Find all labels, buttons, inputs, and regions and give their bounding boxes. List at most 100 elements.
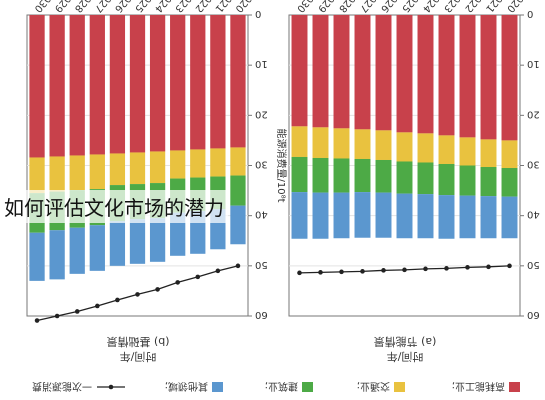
bar-交通业-2025	[396, 132, 413, 162]
bar-高耗能工业-2027	[89, 15, 105, 155]
line-point-2024	[155, 287, 160, 292]
y-tick-label: 60	[527, 309, 540, 320]
bar-交通业-2022	[459, 137, 476, 166]
y-tick-label: 30	[527, 159, 540, 170]
bar-建筑业-2021	[480, 167, 497, 197]
bar-高耗能工业-2022	[459, 15, 476, 138]
y-tick-label: 0	[255, 8, 261, 19]
bar-建筑业-2023	[438, 163, 455, 196]
bar-高耗能工业-2023	[438, 15, 455, 136]
bar-交通业-2027	[89, 154, 105, 190]
legend-label: 交通业;	[357, 380, 390, 393]
figure-rotated: 0102030405060能源消费量/10⁸t20202021202220232…	[26, 0, 540, 393]
line-point-2022	[465, 265, 470, 270]
panel-1: 0102030405060能源消费量/10⁸t20202021202220232…	[288, 0, 540, 320]
bar-交通业-2027	[354, 129, 371, 159]
bar-交通业-2029	[49, 156, 65, 192]
line-point-2020	[507, 263, 512, 269]
bar-其他领域-2024	[417, 194, 434, 239]
legend-label: 一次能源消费	[32, 380, 92, 393]
legend-marker	[108, 384, 114, 390]
x-axis-label: 时间/年	[120, 350, 157, 364]
bar-高耗能工业-2027	[354, 15, 371, 130]
y-tick-label: 50	[255, 259, 268, 270]
legend-swatch	[302, 382, 313, 392]
bar-高耗能工业-2028	[333, 15, 350, 129]
bar-建筑业-2024	[417, 162, 434, 195]
line-point-2029	[318, 270, 323, 275]
line-point-2023	[444, 266, 449, 271]
legend-swatch	[212, 382, 223, 392]
bar-高耗能工业-2028	[69, 15, 85, 156]
y-axis-label: 能源消费量/10⁸t	[275, 128, 288, 202]
line-point-2026	[115, 297, 120, 303]
bar-建筑业-2020	[501, 168, 518, 197]
y-tick-label: 10	[255, 58, 268, 69]
bar-交通业-2030	[29, 157, 45, 194]
line-point-2028	[339, 269, 344, 275]
y-tick-label: 0	[527, 8, 533, 19]
bar-交通业-2024	[149, 151, 166, 184]
bar-高耗能工业-2026	[375, 15, 392, 131]
x-axis-label: 时间/年	[387, 350, 424, 364]
bar-交通业-2023	[438, 135, 455, 164]
bar-高耗能工业-2024	[417, 15, 434, 134]
line-point-2027	[95, 303, 100, 309]
line-point-2024	[423, 266, 428, 272]
bar-交通业-2022	[190, 149, 206, 178]
line-point-2025	[402, 267, 407, 273]
y-tick-label: 50	[527, 259, 540, 270]
bar-交通业-2021	[210, 148, 226, 177]
line-point-2026	[381, 268, 386, 273]
bar-高耗能工业-2024	[149, 15, 166, 152]
legend-label: 其他领域;	[165, 380, 208, 393]
bar-交通业-2030	[291, 126, 308, 157]
bar-交通业-2029	[312, 127, 329, 158]
bar-交通业-2026	[375, 130, 392, 160]
bar-交通业-2025	[129, 152, 146, 185]
bar-其他领域-2028	[69, 227, 85, 274]
legend-label: 高耗能工业;	[452, 380, 505, 393]
bar-高耗能工业-2030	[29, 15, 45, 158]
legend-label: 建筑业;	[265, 380, 298, 393]
bar-建筑业-2030	[291, 156, 308, 193]
bar-高耗能工业-2023	[170, 15, 186, 151]
bar-高耗能工业-2022	[190, 15, 206, 150]
line-point-2023	[175, 280, 180, 285]
bar-其他领域-2028	[333, 192, 350, 239]
y-tick-label: 40	[255, 209, 268, 220]
bar-其他领域-2026	[109, 221, 126, 266]
legend-swatch	[394, 382, 405, 392]
bar-高耗能工业-2020	[501, 15, 518, 141]
bar-建筑业-2029	[312, 157, 329, 193]
bar-建筑业-2020	[230, 175, 246, 206]
bar-建筑业-2022	[459, 165, 476, 196]
x-tick-label: 2020	[504, 0, 529, 14]
y-tick-label: 20	[527, 108, 540, 119]
bar-其他领域-2022	[459, 195, 476, 239]
bar-高耗能工业-2020	[230, 15, 246, 148]
bar-其他领域-2025	[129, 219, 146, 264]
panel-caption: (a) 节能情景	[374, 335, 437, 349]
line-point-2030	[34, 318, 40, 323]
line-point-2029	[54, 313, 60, 319]
bar-交通业-2028	[333, 128, 350, 159]
bar-交通业-2024	[417, 133, 434, 163]
bar-交通业-2026	[109, 153, 126, 186]
panel-caption: (b) 基础情景	[106, 335, 169, 348]
bar-交通业-2028	[69, 155, 85, 191]
bar-其他领域-2029	[312, 192, 329, 239]
bar-高耗能工业-2025	[396, 15, 413, 133]
bar-高耗能工业-2030	[291, 15, 308, 127]
bar-交通业-2020	[501, 140, 518, 169]
bar-交通业-2021	[480, 139, 497, 168]
y-tick-label: 20	[255, 108, 268, 119]
bar-交通业-2020	[230, 147, 246, 176]
bar-建筑业-2025	[396, 161, 413, 194]
overlay-title: 如何评估文化市场的潜力	[0, 190, 228, 223]
y-tick-label: 60	[255, 309, 268, 320]
bar-建筑业-2028	[333, 158, 350, 193]
bar-其他领域-2024	[149, 218, 166, 262]
line-point-2027	[360, 269, 365, 274]
bar-其他领域-2023	[438, 195, 455, 239]
